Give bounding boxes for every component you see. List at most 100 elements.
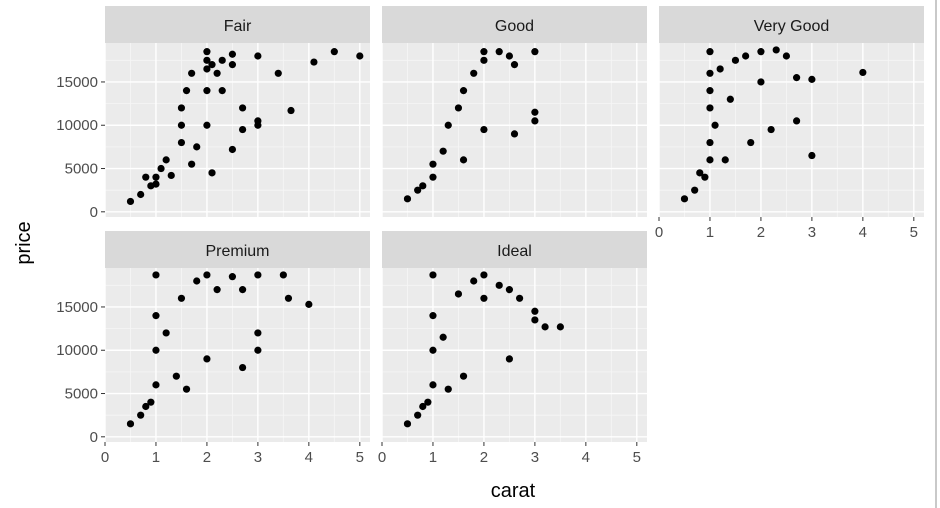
data-point xyxy=(238,104,247,112)
data-point xyxy=(531,316,539,324)
data-point xyxy=(772,46,780,54)
data-point xyxy=(459,156,468,164)
x-tick-label: 3 xyxy=(531,449,539,466)
data-point xyxy=(424,398,432,406)
data-point xyxy=(706,156,714,164)
x-tick-label: 4 xyxy=(305,449,313,466)
data-point xyxy=(177,104,186,112)
panel-background xyxy=(105,268,370,442)
data-point xyxy=(731,56,740,64)
data-point xyxy=(142,402,150,411)
facet-premium: Premium 0 5000 10000 15000 0 1 2 3 4 5 xyxy=(56,231,370,466)
data-point xyxy=(182,87,191,95)
facet-fair: Fair 0 5000 10000 15000 xyxy=(56,6,370,221)
data-point xyxy=(254,121,262,129)
data-point xyxy=(480,294,488,302)
data-point xyxy=(213,286,221,294)
data-point xyxy=(152,346,160,354)
data-point xyxy=(203,87,211,95)
window-edge xyxy=(935,0,937,508)
data-point xyxy=(152,271,160,279)
data-point xyxy=(696,169,704,177)
data-point xyxy=(792,117,801,125)
data-point xyxy=(706,48,714,56)
data-point xyxy=(470,277,478,285)
facet-strip-label: Very Good xyxy=(754,18,830,35)
data-point xyxy=(419,182,427,190)
data-point xyxy=(757,48,765,56)
point-layer xyxy=(126,271,313,428)
data-point xyxy=(284,294,293,302)
data-point xyxy=(126,197,135,206)
data-point xyxy=(505,355,514,363)
facet-ideal: Ideal 0 1 2 3 4 5 xyxy=(378,231,647,466)
data-point xyxy=(680,195,689,203)
data-point xyxy=(711,121,719,129)
data-point xyxy=(444,121,452,129)
data-point xyxy=(531,117,539,125)
data-point xyxy=(403,195,412,203)
data-point xyxy=(254,271,262,279)
data-point xyxy=(188,69,196,77)
data-point xyxy=(213,69,221,77)
y-tick-label: 10000 xyxy=(56,342,98,359)
data-point xyxy=(157,164,165,173)
data-point xyxy=(203,56,211,64)
facet-strip-label: Fair xyxy=(224,18,252,35)
point-layer xyxy=(126,48,364,206)
y-tick-label: 5000 xyxy=(65,386,98,403)
x-tick-label: 4 xyxy=(582,449,590,466)
data-point xyxy=(792,74,801,82)
data-point xyxy=(454,104,463,112)
data-point xyxy=(203,121,211,129)
data-point xyxy=(505,286,514,294)
data-point xyxy=(356,52,364,60)
data-point xyxy=(330,48,338,56)
data-point xyxy=(808,151,816,160)
data-point xyxy=(510,61,519,69)
data-point xyxy=(716,65,724,73)
data-point xyxy=(238,286,247,294)
data-point xyxy=(480,125,488,134)
data-point xyxy=(147,398,155,406)
x-tick-label: 5 xyxy=(356,449,364,466)
data-point xyxy=(429,271,437,279)
data-point xyxy=(238,363,247,372)
data-point xyxy=(228,50,237,58)
data-point xyxy=(414,411,422,419)
data-point xyxy=(193,277,201,285)
data-point xyxy=(541,323,549,331)
x-tick-label: 2 xyxy=(203,449,211,466)
data-point xyxy=(439,333,447,341)
facet-strip xyxy=(105,6,370,43)
data-point xyxy=(167,171,175,180)
point-layer xyxy=(680,46,867,203)
x-tick-label: 1 xyxy=(429,449,437,466)
data-point xyxy=(480,56,488,64)
data-point xyxy=(152,312,160,320)
data-point xyxy=(531,48,539,56)
data-point xyxy=(495,281,503,289)
data-point xyxy=(228,61,237,69)
data-point xyxy=(182,385,191,393)
data-point xyxy=(137,190,145,199)
x-tick-label: 3 xyxy=(254,449,262,466)
data-point xyxy=(706,69,714,77)
y-axis-title: price xyxy=(13,221,35,264)
data-point xyxy=(429,173,437,181)
data-point xyxy=(142,173,150,181)
data-point xyxy=(706,104,714,112)
data-point xyxy=(126,420,135,428)
data-point xyxy=(429,381,437,389)
y-tick-label: 10000 xyxy=(56,117,98,134)
data-point xyxy=(177,294,186,302)
data-point xyxy=(459,372,468,380)
x-tick-label: 0 xyxy=(655,224,663,241)
data-point xyxy=(162,156,170,164)
data-point xyxy=(228,145,237,154)
data-point xyxy=(228,273,237,281)
data-point xyxy=(429,312,437,320)
data-point xyxy=(193,143,201,151)
data-point xyxy=(403,420,412,428)
